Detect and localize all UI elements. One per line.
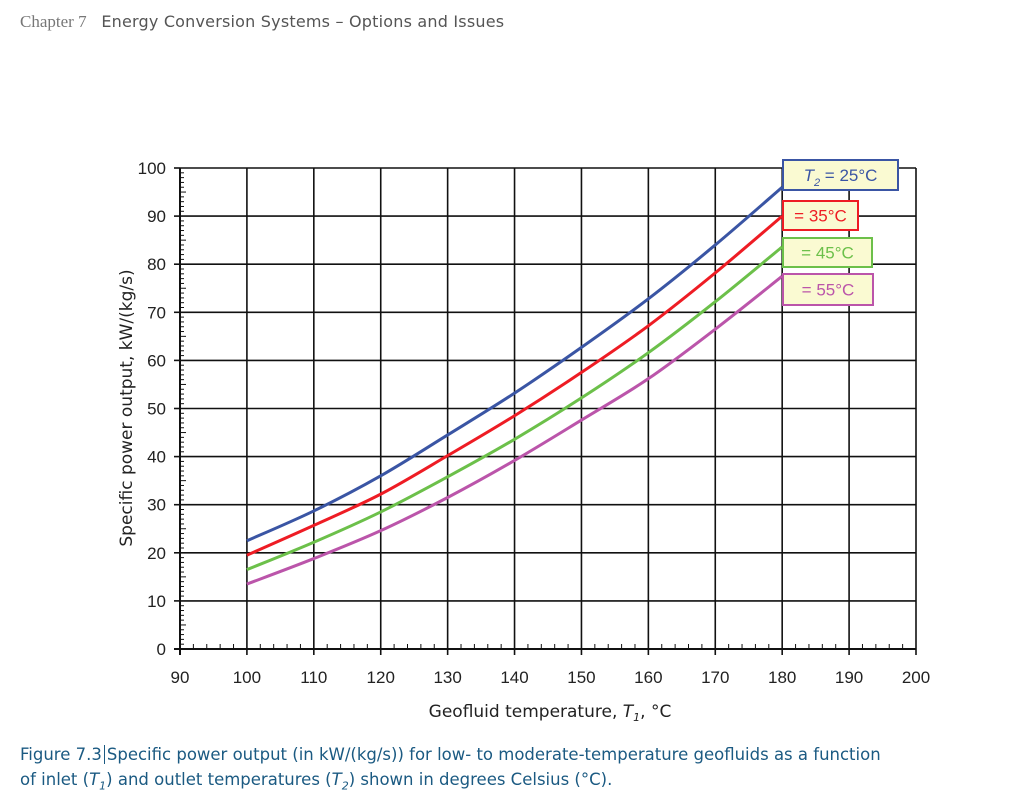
x-tick-labels: 90 100 110 120 130 140 150 160 170 180 190 200 [171,668,931,687]
y-tick-label: 90 [147,207,166,226]
y-tick-label: 60 [147,351,166,370]
y-tick-label: 0 [157,640,166,659]
x-axis-title-text: Geofluid temperature, [429,702,623,722]
series-line-4 [246,275,784,586]
legend-item-1: T2 = 25°C [782,159,899,191]
series [246,186,784,586]
x-tick-label: 200 [902,668,930,687]
legend-box [782,273,874,306]
legend-box [782,200,859,231]
x-axis-title-var: T [623,702,635,722]
caption-t1-sub: 1 [99,779,107,793]
x-tick-label: 120 [367,668,395,687]
caption-post: ) shown in degrees Celsius (°C). [348,770,613,789]
caption-line2-pre: of inlet ( [20,770,90,789]
series-line-2 [246,214,784,557]
x-tick-label: 160 [634,668,662,687]
x-tick-label: 190 [835,668,863,687]
legend-item-2: = 35°C [782,200,859,231]
caption-mid: ) and outlet temperatures ( [106,770,332,789]
x-tick-label: 90 [171,668,190,687]
legend-var-sub: 2 [813,177,820,189]
y-tick-label: 70 [147,303,166,322]
caption-line1: Specific power output (in kW/(kg/s)) for… [106,745,881,764]
legend-label: = 35°C [794,207,847,226]
x-tick-label: 130 [433,668,461,687]
caption-t2: T [331,770,342,789]
legend-item-4: = 55°C [782,273,874,306]
legend: T2 = 25°C = 35°C = 45°C = 55°C [782,159,899,306]
chapter-label: Chapter 7 [20,12,87,31]
legend-box [782,159,899,191]
legend-value: = 25°C [820,166,877,185]
y-tick-labels: 0 10 20 30 40 50 60 70 80 90 100 [138,159,166,659]
chapter-title: Energy Conversion Systems – Options and … [101,12,505,31]
series-line-1 [246,186,784,543]
y-tick-label: 50 [147,400,166,419]
y-tick-label: 10 [147,592,166,611]
y-axis-title: Specific power output, kW/(kg/s) [117,269,137,546]
line-chart: 0 10 20 30 40 50 60 70 80 90 100 90 100 110 120 130 140… [117,159,931,724]
caption-t1: T [89,770,100,789]
y-tick-label: 100 [138,159,166,178]
series-line-3 [246,245,784,572]
x-tick-label: 140 [500,668,528,687]
x-axis-title: Geofluid temperature, T1, °C [429,702,672,724]
x-axis-title-sub: 1 [633,711,640,724]
caption-t2-sub: 2 [341,779,349,793]
page-header: Chapter 7 Energy Conversion Systems – Op… [20,12,504,32]
x-tick-label: 180 [768,668,796,687]
legend-item-3: = 45°C [782,237,873,268]
figure-label: Figure 7.3 [20,745,105,764]
x-tick-label: 100 [233,668,261,687]
y-tick-label: 80 [147,255,166,274]
axes [174,167,917,655]
legend-var: T [804,166,816,185]
legend-label: = 45°C [801,244,854,263]
y-tick-label: 40 [147,448,166,467]
x-tick-label: 150 [567,668,595,687]
figure-caption: Figure 7.3 Specific power output (in kW/(… [20,742,1010,798]
y-tick-label: 30 [147,496,166,515]
y-tick-label: 20 [147,544,166,563]
x-tick-label: 110 [300,668,327,687]
legend-label: T2 = 25°C [804,166,878,189]
legend-label: = 55°C [802,281,855,300]
x-axis-title-unit: , °C [640,702,671,722]
x-tick-label: 170 [701,668,729,687]
legend-box [782,237,873,268]
